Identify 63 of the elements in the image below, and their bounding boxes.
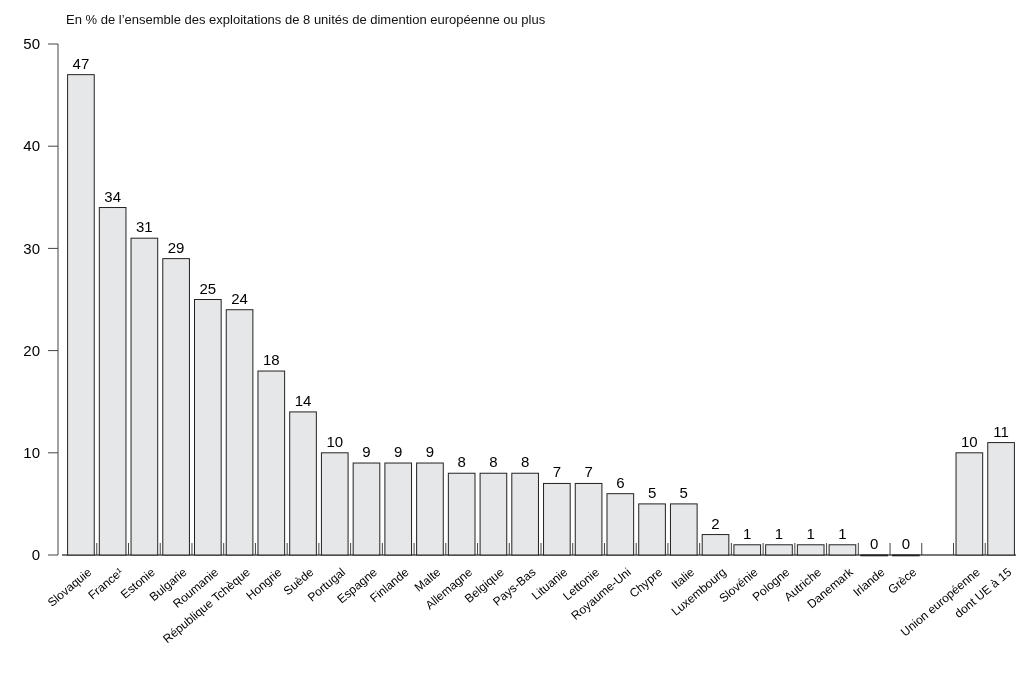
data-label: 25 <box>199 279 217 297</box>
bar <box>447 472 476 556</box>
data-label: 7 <box>552 463 562 481</box>
data-label: 5 <box>679 483 688 501</box>
data-label: 10 <box>326 432 344 450</box>
data-label: 5 <box>647 483 657 501</box>
bar <box>162 258 190 556</box>
data-label: 1 <box>806 524 815 542</box>
y-tick-label: 20 <box>23 341 40 359</box>
data-label: 11 <box>993 422 1009 440</box>
data-label: 7 <box>584 463 593 481</box>
bar <box>828 544 857 556</box>
y-tick-label: 0 <box>31 546 40 564</box>
data-label: 14 <box>294 391 312 409</box>
data-label: 31 <box>136 218 153 236</box>
bar <box>194 299 222 556</box>
data-label: 10 <box>961 432 978 450</box>
y-tick-label: 40 <box>23 137 40 155</box>
data-label: 2 <box>711 514 720 532</box>
bar <box>257 370 286 556</box>
y-tick-label: 30 <box>23 239 40 257</box>
bar <box>130 237 159 556</box>
data-label: 0 <box>869 535 879 552</box>
data-label: 24 <box>231 289 248 307</box>
bar <box>352 462 381 556</box>
data-label: 9 <box>394 443 403 461</box>
data-label: 29 <box>167 238 185 256</box>
data-label: 9 <box>362 443 371 461</box>
data-label: 8 <box>489 453 498 471</box>
bar <box>669 503 698 556</box>
y-tick-label: 50 <box>23 35 40 53</box>
bar <box>765 544 793 556</box>
data-label: 47 <box>72 54 90 72</box>
data-label: 1 <box>774 524 784 542</box>
data-label: 6 <box>616 473 625 491</box>
bar <box>606 493 635 556</box>
bar <box>701 534 730 556</box>
data-label: 18 <box>262 351 280 369</box>
bar <box>638 503 666 556</box>
bar <box>543 482 571 556</box>
bar <box>479 472 508 556</box>
bar <box>320 452 349 556</box>
data-label: 8 <box>457 453 466 471</box>
bar <box>733 544 762 556</box>
bar <box>416 462 444 556</box>
data-label: 1 <box>838 524 847 542</box>
bar <box>67 74 95 556</box>
bar <box>574 482 603 556</box>
data-label: 1 <box>743 524 752 542</box>
data-label: 8 <box>520 453 530 471</box>
bar <box>289 411 317 556</box>
bar <box>987 442 1015 556</box>
bar <box>225 309 254 556</box>
data-label: 34 <box>104 187 121 205</box>
bar <box>511 472 539 556</box>
bar <box>955 452 984 556</box>
y-tick-label: 10 <box>23 444 40 462</box>
bar <box>384 462 413 556</box>
data-label: 9 <box>425 443 435 461</box>
bar <box>98 207 127 556</box>
data-label: 0 <box>901 535 911 552</box>
bar <box>796 544 825 556</box>
chart-title: En % de l’ensemble des exploitations de 8 unités de dimention européenne ou plus <box>66 12 546 27</box>
